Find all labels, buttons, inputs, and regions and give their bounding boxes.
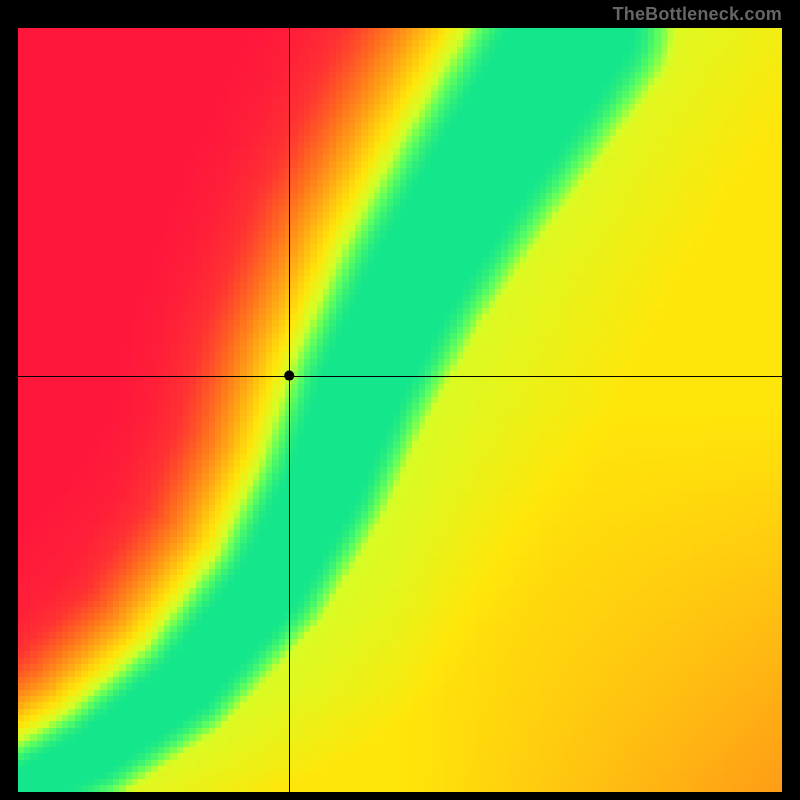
watermark-text: TheBottleneck.com	[613, 4, 782, 25]
heatmap-canvas	[18, 28, 782, 792]
